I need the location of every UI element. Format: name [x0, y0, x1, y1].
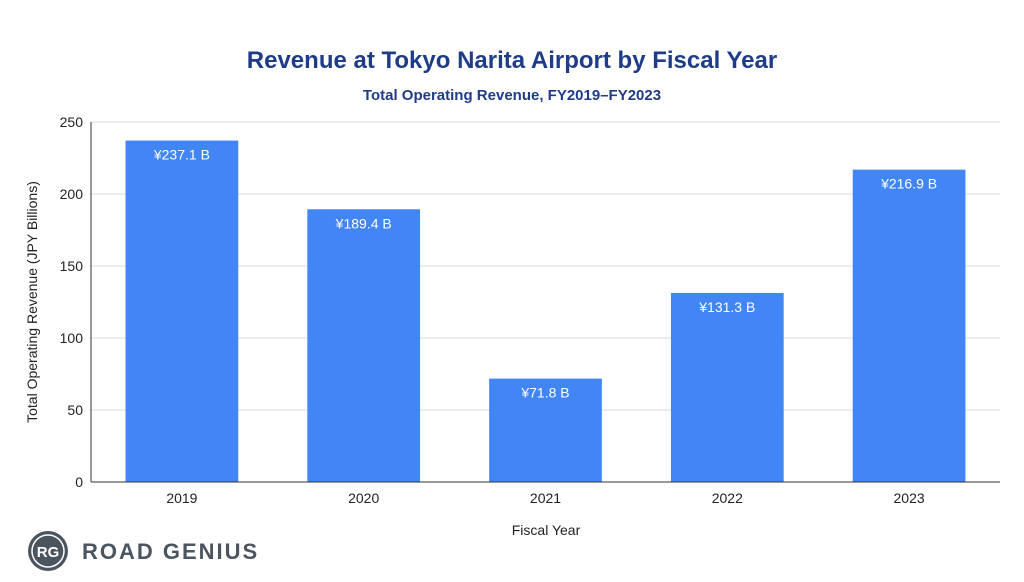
y-axis-ticks: 0 50 100 150 200 250	[60, 114, 84, 490]
logo-mark-circle	[28, 531, 68, 571]
x-tick-label-2022: 2022	[712, 490, 743, 506]
bar-2021	[489, 378, 602, 482]
data-label-2020: ¥189.4 B	[335, 215, 392, 231]
data-label-2019: ¥237.1 B	[153, 147, 210, 163]
logo-text: ROAD GENIUS	[82, 539, 259, 564]
bar-2019	[125, 140, 239, 483]
data-label-2021: ¥71.8 B	[520, 385, 569, 401]
y-tick-label: 50	[67, 402, 83, 418]
y-axis-label: Total Operating Revenue (JPY Billions)	[24, 181, 40, 423]
chart-subtitle: Total Operating Revenue, FY2019–FY2023	[363, 87, 661, 104]
bar-2023	[852, 169, 966, 482]
y-tick-label: 250	[60, 114, 84, 130]
y-tick-label: 200	[60, 186, 84, 202]
x-tick-label-2021: 2021	[530, 490, 561, 506]
x-axis-ticks: 2019 2020 2021 2022 2023	[166, 490, 925, 506]
gridlines	[91, 121, 1000, 411]
x-tick-label-2023: 2023	[894, 490, 925, 506]
x-axis-label: Fiscal Year	[512, 522, 581, 538]
bar-2020	[307, 209, 421, 482]
bars	[125, 140, 966, 483]
y-tick-label: 100	[60, 330, 84, 346]
road-genius-logo: RG ROAD GENIUS	[28, 531, 259, 571]
logo-mark-ring	[31, 534, 65, 568]
data-label-2023: ¥216.9 B	[880, 176, 937, 192]
bar-2022	[670, 292, 784, 482]
chart-title: Revenue at Tokyo Narita Airport by Fisca…	[247, 47, 777, 74]
y-tick-label: 150	[60, 258, 84, 274]
data-label-2022: ¥131.3 B	[698, 299, 755, 315]
y-tick-label: 0	[75, 474, 83, 490]
x-tick-label-2019: 2019	[166, 490, 197, 506]
logo-mark-text: RG	[37, 544, 60, 561]
x-tick-label-2020: 2020	[348, 490, 379, 506]
data-labels: ¥237.1 B ¥189.4 B ¥71.8 B ¥131.3 B ¥216.9 B	[153, 147, 937, 401]
